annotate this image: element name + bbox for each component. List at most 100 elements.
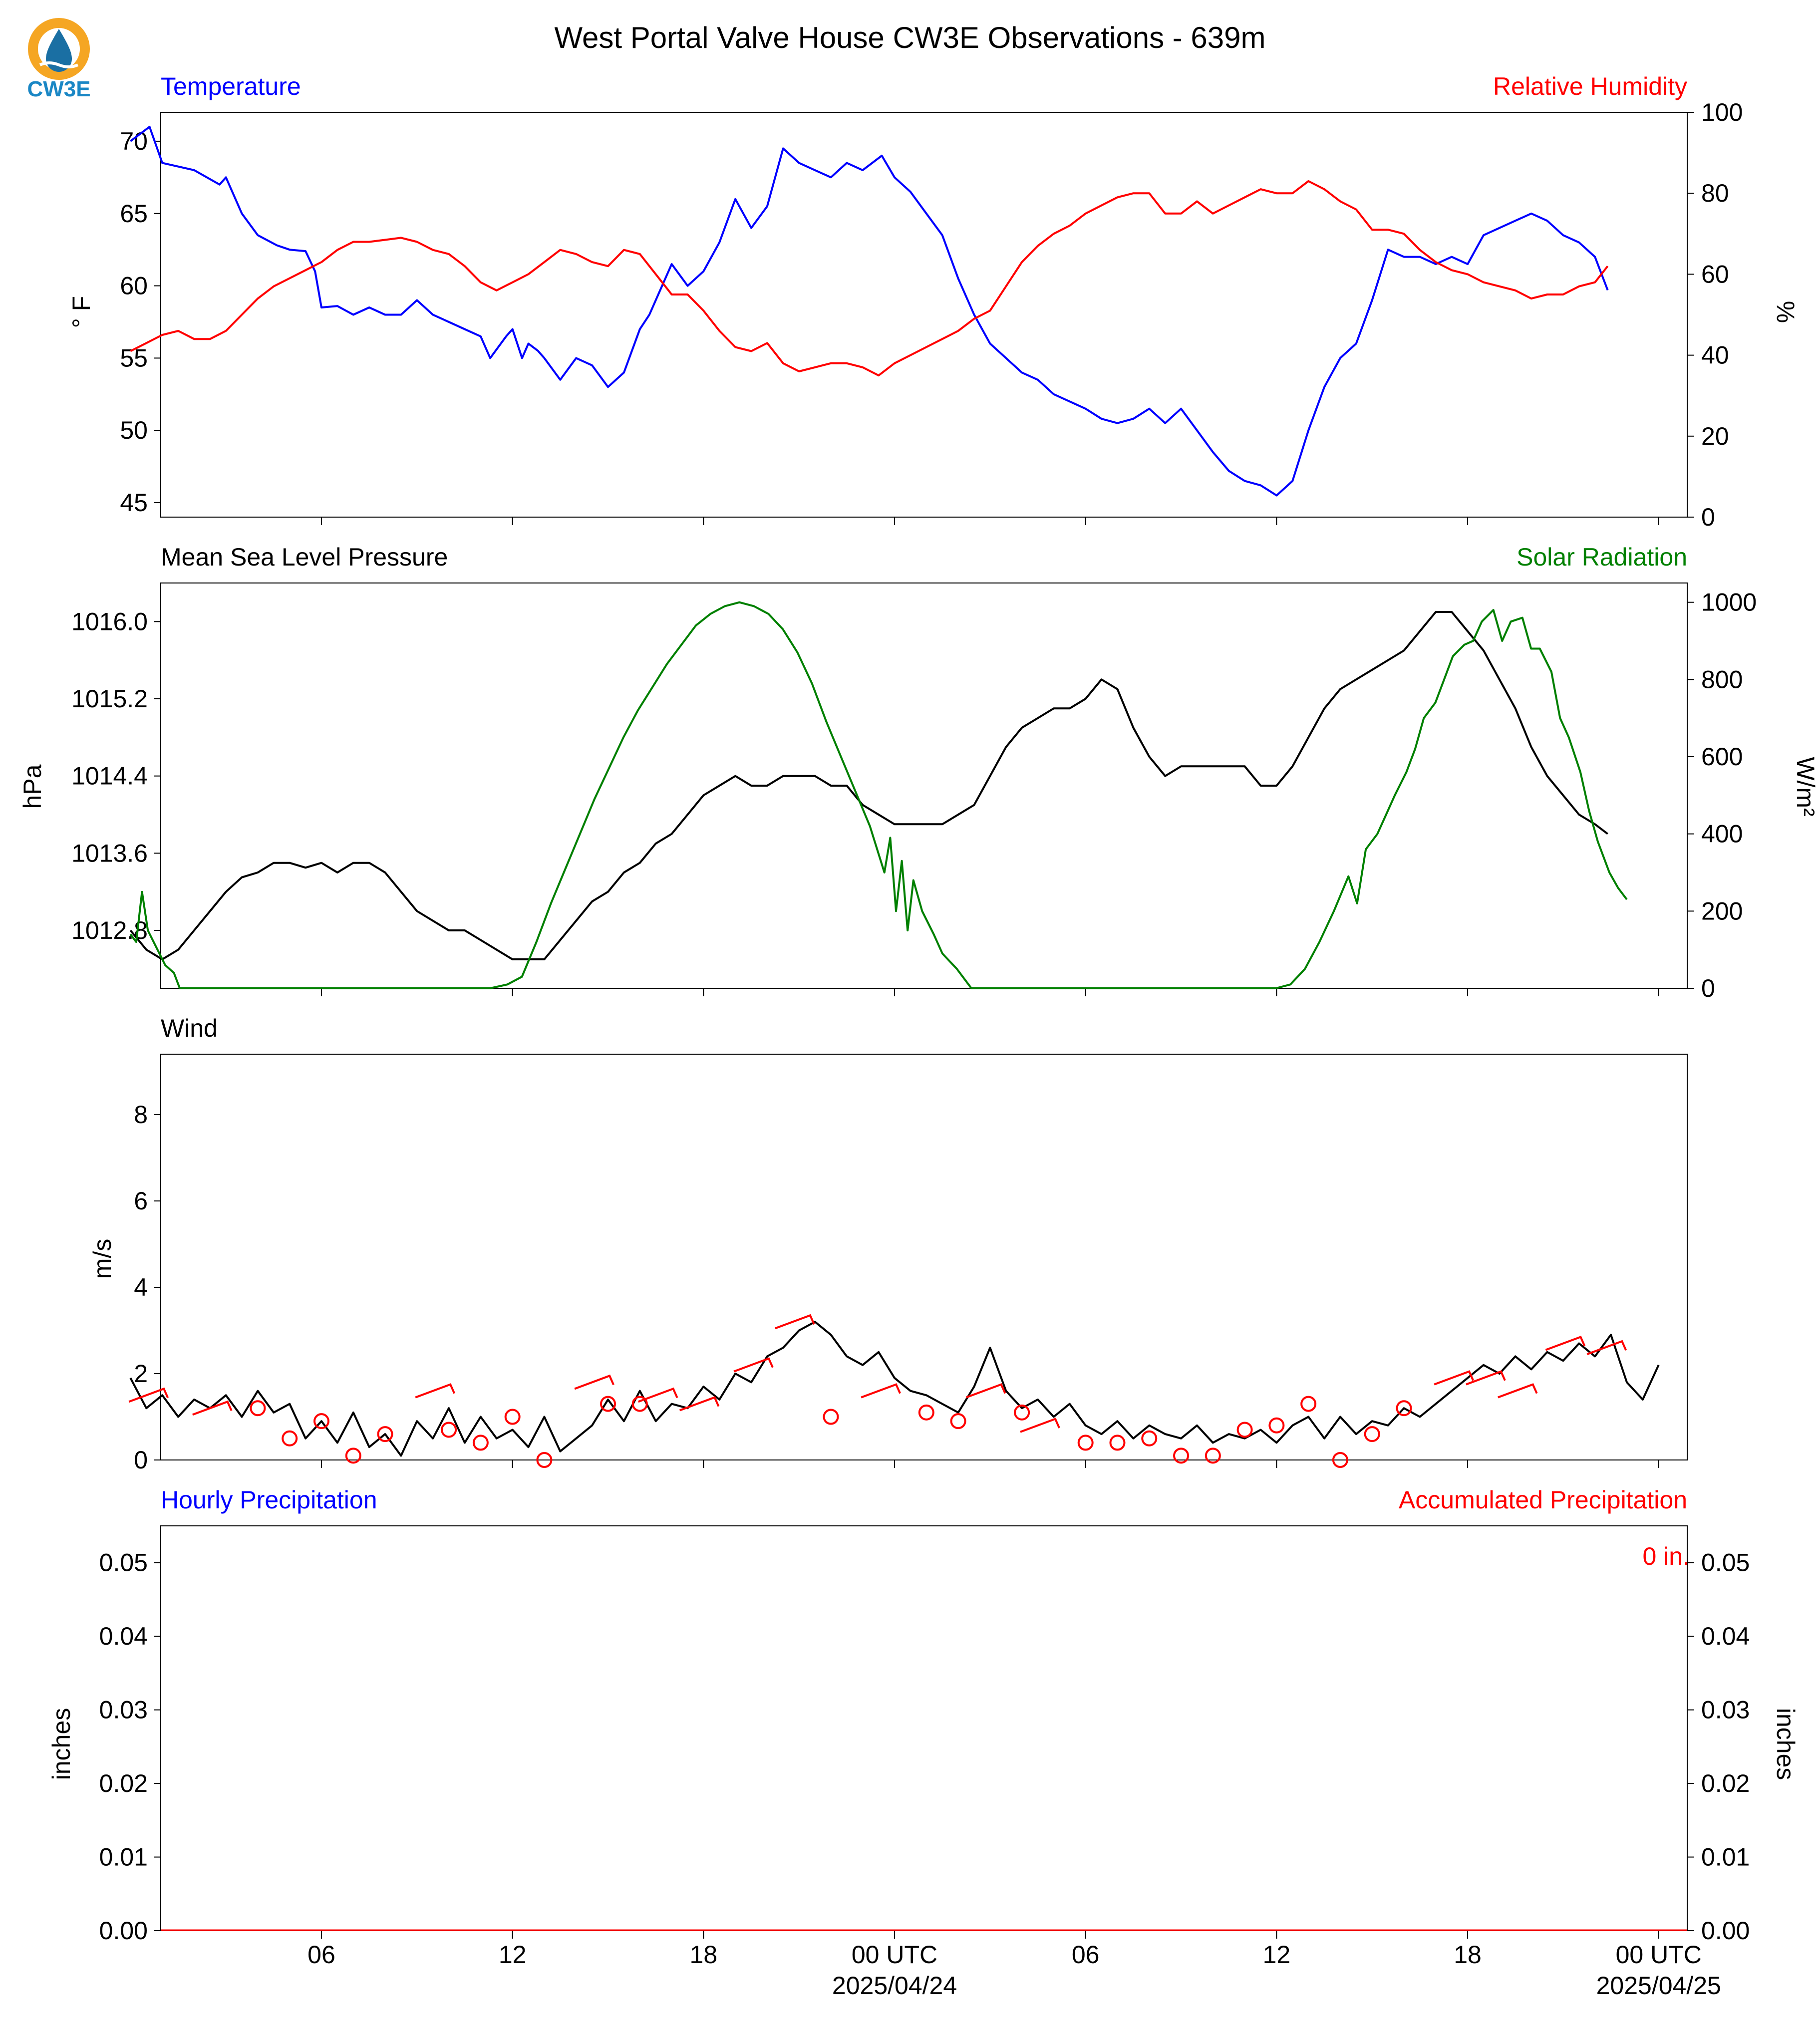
wind-barb-calm	[1109, 1435, 1126, 1451]
y-tick-label-right: 0	[1701, 503, 1715, 531]
wind-barb	[861, 1383, 901, 1399]
wind-barb	[574, 1374, 614, 1390]
ylabel-left: m/s	[88, 1239, 116, 1279]
y-tick-label: 50	[120, 416, 148, 444]
y-tick-label-right: 0	[1701, 974, 1715, 1002]
wind-barb	[415, 1383, 456, 1399]
series-line-mean-sea-level-pressure	[129, 611, 1608, 960]
y-tick-label: 8	[134, 1101, 148, 1129]
wind-barb	[1498, 1383, 1538, 1399]
y-tick-label-right: 0.00	[1701, 1917, 1750, 1945]
wind-barb-calm	[1300, 1396, 1317, 1412]
wind-barb-calm	[950, 1413, 966, 1430]
wind-barb-calm	[282, 1430, 298, 1447]
wind-barb-calm	[441, 1422, 457, 1438]
x-tick-label: 12	[1263, 1941, 1291, 1969]
y-tick-label-right: 800	[1701, 665, 1743, 693]
wind-barb-calm	[1236, 1422, 1253, 1438]
x-tick-label: 00 UTC	[1616, 1941, 1702, 1969]
x-tick-label: 00 UTC	[852, 1941, 937, 1969]
series-line-temperature	[130, 126, 1609, 497]
x-tick-label: 18	[690, 1941, 718, 1969]
wind-barb-calm	[250, 1400, 266, 1417]
panel-title-pressure: Mean Sea Level Pressure	[161, 543, 448, 571]
series-line-relative-humidity	[130, 180, 1609, 377]
wind-barb-calm	[631, 1396, 648, 1412]
x-tick-label: 12	[499, 1941, 527, 1969]
wind-barb	[965, 1383, 1006, 1399]
y-tick-label: 65	[120, 200, 148, 228]
wind-barb-calm	[1364, 1426, 1380, 1443]
y-tick-label: 0.04	[99, 1622, 148, 1650]
wind-barb	[1434, 1370, 1474, 1386]
y-tick-label-right: 80	[1701, 179, 1729, 207]
cw3e-logo: CW3E	[27, 18, 91, 101]
x-axis: 06 12 18 00 UTC 06 12 18 00 UTC 2025/04/24 2025/0…	[307, 1941, 1721, 2000]
y-tick-label: 0.05	[99, 1549, 148, 1577]
y-tick-label: 0.02	[99, 1769, 148, 1797]
ylabel-left: ° F	[67, 296, 95, 328]
panel-title-accumulated-precipitation: Accumulated Precipitation	[1399, 1486, 1687, 1514]
wind-barb-calm	[504, 1409, 521, 1425]
panel-title-temperature: Temperature	[161, 72, 301, 100]
logo-drop-icon	[46, 29, 72, 72]
wind-barb-calm	[536, 1452, 553, 1468]
y-tick-label: 1014.4	[71, 762, 148, 790]
pressure-solar-panel: Mean Sea Level Pressure Solar Radiation …	[18, 543, 1820, 1002]
wind-barb-calm	[313, 1413, 329, 1430]
y-tick-label: 1013.6	[71, 839, 148, 867]
logo-wave-icon	[39, 61, 79, 68]
ylabel-right: inches	[1772, 1708, 1800, 1780]
y-tick-label: 6	[134, 1187, 148, 1215]
y-tick-label-right: 1000	[1701, 588, 1757, 616]
ylabel-right: %	[1772, 301, 1800, 323]
panel-title-hourly-precipitation: Hourly Precipitation	[161, 1486, 377, 1514]
wind-barb-calm	[600, 1396, 616, 1412]
wind-barb	[775, 1314, 815, 1330]
wind-barb	[128, 1387, 169, 1403]
y-tick-label: 2	[134, 1360, 148, 1388]
y-tick-label-right: 0.03	[1701, 1696, 1750, 1724]
y-tick-label-right: 100	[1701, 98, 1743, 126]
y-tick-label-right: 600	[1701, 743, 1743, 771]
wind-barb-calm	[1014, 1404, 1030, 1421]
plot-frame	[160, 1054, 1688, 1460]
plot-frame	[160, 112, 1688, 518]
y-tick-label: 45	[120, 489, 148, 517]
wind-barb	[1586, 1340, 1627, 1356]
y-tick-label-right: 0.01	[1701, 1843, 1750, 1871]
ylabel-left: hPa	[18, 764, 46, 809]
wind-barb-calm	[1205, 1448, 1221, 1464]
y-tick-label: 60	[120, 272, 148, 300]
wind-barb-calm	[1268, 1417, 1285, 1434]
plot-frame	[160, 582, 1688, 989]
series-line-solar-radiation	[129, 601, 1628, 989]
wind-barb-calm	[1141, 1430, 1158, 1447]
y-tick-label: 4	[134, 1273, 148, 1301]
x-tick-label: 18	[1454, 1941, 1482, 1969]
wind-barb-calm	[918, 1404, 934, 1421]
precipitation-panel: Hourly Precipitation Accumulated Precipi…	[47, 1486, 1800, 1945]
accumulated-total-annotation: 0 in.	[1642, 1542, 1690, 1570]
wind-barb-calm	[1173, 1448, 1190, 1464]
y-tick-label-right: 0.02	[1701, 1769, 1750, 1797]
y-tick-label: 0.00	[99, 1917, 148, 1945]
wind-barb	[1545, 1335, 1586, 1351]
wind-barb	[1020, 1418, 1060, 1433]
wind-barb	[733, 1357, 774, 1373]
y-tick-label: 1015.2	[71, 685, 148, 713]
panel-title-wind: Wind	[161, 1014, 218, 1042]
wind-barb	[637, 1387, 678, 1403]
series-line-wind	[129, 1321, 1660, 1457]
x-date-label: 2025/04/25	[1596, 1972, 1721, 2000]
y-tick-label: 1016.0	[71, 607, 148, 635]
y-tick-label: 0.01	[99, 1843, 148, 1871]
panel-title-relative-humidity: Relative Humidity	[1493, 72, 1687, 100]
wind-barb	[679, 1396, 720, 1412]
wind-barb-calm	[472, 1435, 489, 1451]
y-tick-label-right: 60	[1701, 260, 1729, 288]
ylabel-right: W/m²	[1792, 757, 1820, 816]
y-tick-label-right: 0.04	[1701, 1622, 1750, 1650]
panel-title-solar-radiation: Solar Radiation	[1517, 543, 1687, 571]
